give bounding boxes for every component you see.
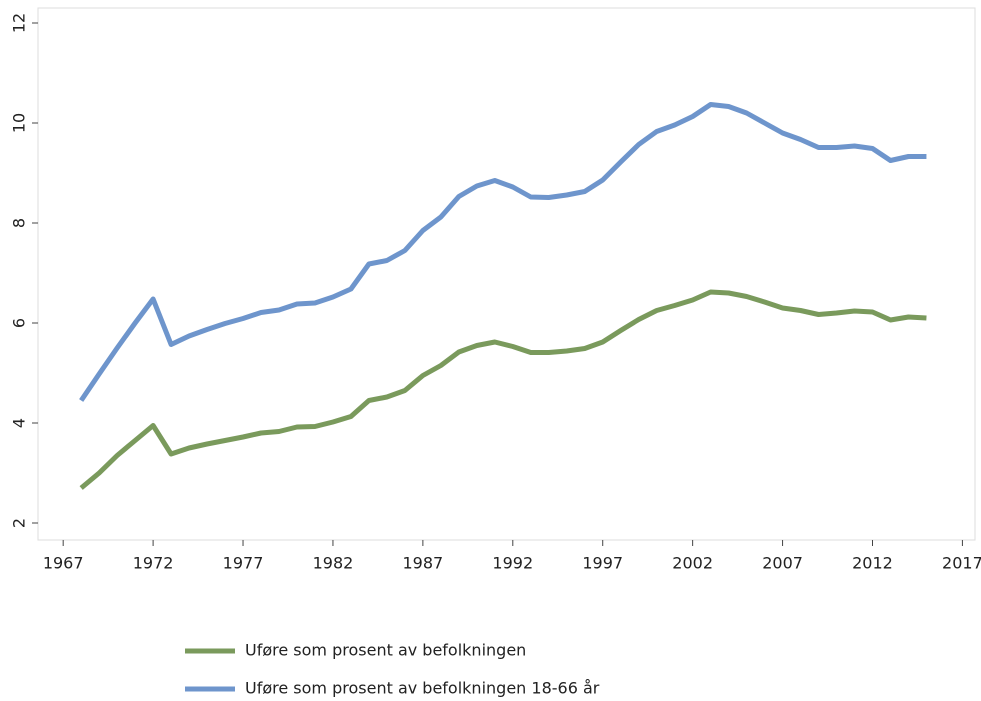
x-tick-label: 1982	[313, 554, 354, 573]
line-series	[79, 102, 927, 402]
y-tick-label: 10	[10, 113, 29, 133]
y-tick-label: 2	[10, 518, 29, 528]
y-tick-label: 6	[10, 318, 29, 328]
x-tick-label: 1967	[43, 554, 84, 573]
y-tick-label: 4	[10, 418, 29, 428]
y-tick-label: 8	[10, 218, 29, 228]
x-tick-label: 1987	[403, 554, 444, 573]
legend-label: Uføre som prosent av befolkningen	[245, 641, 526, 660]
y-tick-label: 12	[10, 13, 29, 33]
x-tick-label: 2007	[762, 554, 803, 573]
x-tick-label: 1972	[133, 554, 174, 573]
line-series	[79, 289, 927, 490]
plot-frame	[37, 7, 976, 541]
x-tick-label: 2017	[942, 554, 981, 573]
x-tick-label: 1992	[492, 554, 533, 573]
legend-label: Uføre som prosent av befolkningen 18-66 …	[245, 679, 600, 698]
x-tick-label: 2012	[852, 554, 893, 573]
x-tick-label: 1977	[223, 554, 264, 573]
x-tick-label: 1997	[582, 554, 623, 573]
x-tick-label: 2002	[672, 554, 713, 573]
